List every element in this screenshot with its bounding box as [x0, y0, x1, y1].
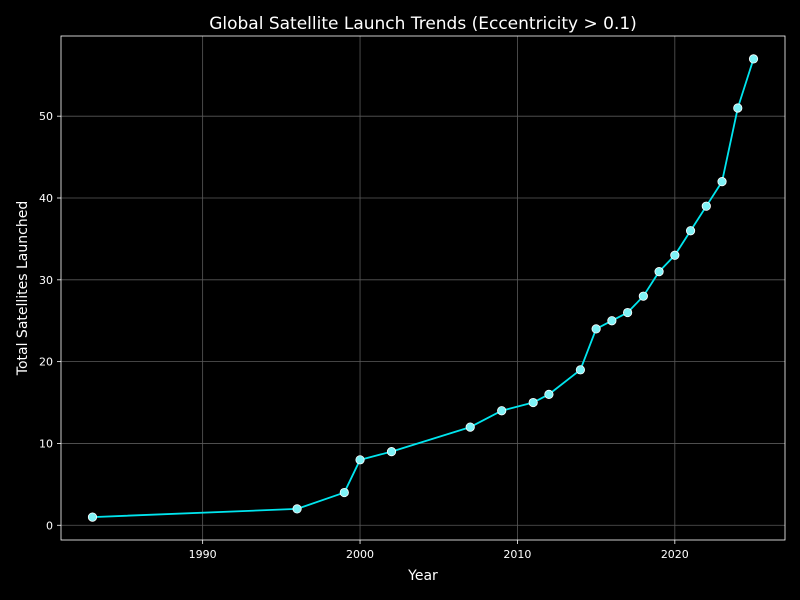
chart-title: Global Satellite Launch Trends (Eccentri… [209, 14, 637, 34]
y-tick-label: 40 [39, 192, 53, 205]
data-point [623, 307, 633, 318]
data-point [701, 201, 711, 211]
data-point [292, 504, 302, 514]
grid [61, 36, 785, 540]
x-axis-label: Year [407, 568, 438, 584]
data-point [748, 54, 759, 64]
data-point [733, 103, 743, 113]
data-point [670, 250, 680, 260]
data-point [497, 406, 507, 416]
x-tick-label: 2010 [503, 548, 531, 561]
data-point [717, 177, 727, 187]
data-point [591, 324, 601, 334]
y-axis-label: Total Satellites Launched [15, 201, 31, 376]
x-tick-label: 2000 [346, 548, 374, 561]
y-tick-label: 10 [39, 437, 53, 450]
y-axis-ticks: 0 10 20 30 40 50 [39, 110, 61, 532]
x-axis-ticks: 1990 2000 2010 2020 [189, 540, 689, 561]
plot-frame [60, 35, 786, 541]
y-tick-label: 50 [39, 110, 53, 123]
series [87, 54, 759, 522]
data-point [386, 447, 397, 457]
data-point [575, 365, 585, 375]
data-point [544, 389, 554, 399]
data-point [685, 226, 696, 236]
data-point [355, 455, 365, 465]
x-tick-label: 1990 [189, 548, 217, 561]
data-point [339, 487, 349, 498]
y-tick-label: 30 [39, 274, 53, 287]
data-point [607, 316, 617, 326]
y-tick-label: 20 [39, 356, 53, 369]
data-point [654, 267, 664, 277]
data-point [528, 397, 538, 408]
data-point [638, 291, 648, 301]
y-tick-label: 0 [46, 519, 53, 532]
data-point [465, 422, 475, 432]
x-tick-label: 2020 [661, 548, 689, 561]
data-point [87, 512, 98, 522]
